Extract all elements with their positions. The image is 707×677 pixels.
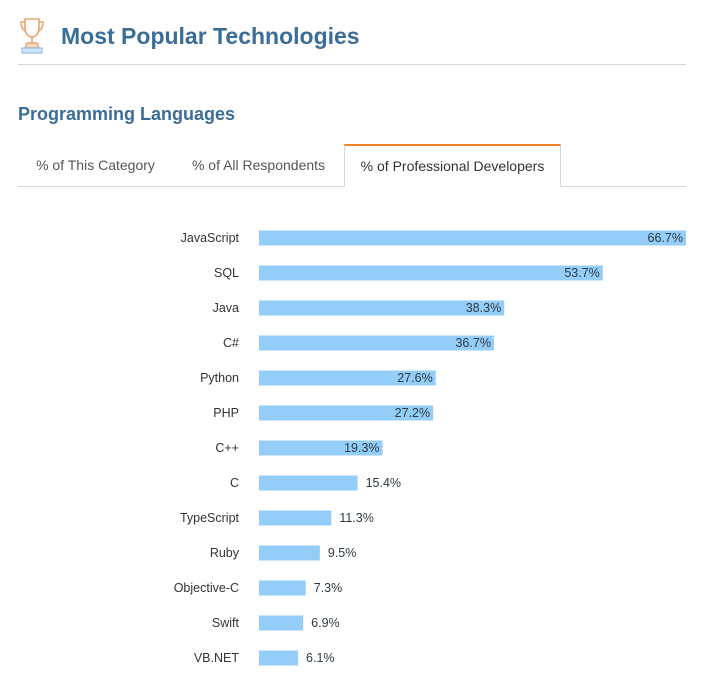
bar-cplusplus — [259, 440, 383, 456]
value-label-c: 15.4% — [366, 476, 401, 490]
bar-chart: JavaScript 66.7% SQL 53.7% Java 38.3% C# 36.7% P… — [0, 210, 707, 677]
category-label-cplusplus: C++ — [215, 441, 239, 455]
category-label-php: PHP — [213, 406, 239, 420]
value-label-cplusplus: 19.3% — [344, 441, 379, 455]
bar-typescript — [259, 510, 332, 526]
value-label-ruby: 9.5% — [328, 546, 357, 560]
value-label-java: 38.3% — [466, 301, 501, 315]
bar-vb-net — [259, 650, 299, 666]
category-label-swift: Swift — [212, 616, 240, 630]
section-title: Programming Languages — [18, 104, 236, 124]
category-label-c: C — [230, 476, 239, 490]
category-label-ruby: Ruby — [210, 546, 240, 560]
category-label-java: Java — [213, 301, 239, 315]
page-title: Most Popular Technologies — [61, 23, 360, 49]
value-label-objective-c: 7.3% — [314, 581, 343, 595]
value-label-sql: 53.7% — [564, 266, 599, 280]
value-label-python: 27.6% — [397, 371, 432, 385]
category-label-objective-c: Objective-C — [174, 581, 239, 595]
tab-professional-developers[interactable]: % of Professional Developers — [344, 144, 561, 187]
category-label-python: Python — [200, 371, 239, 385]
value-label-typescript: 11.3% — [339, 511, 374, 525]
value-label-javascript: 66.7% — [648, 231, 683, 245]
value-label-csharp: 36.7% — [455, 336, 490, 350]
bar-objective-c — [259, 580, 306, 596]
bar-ruby — [259, 545, 320, 561]
category-label-sql: SQL — [214, 266, 239, 280]
trophy-icon — [20, 18, 44, 54]
bar-php — [259, 405, 434, 421]
value-label-php: 27.2% — [395, 406, 430, 420]
page-header: Most Popular Technologies — [18, 14, 686, 65]
bar-python — [259, 370, 436, 386]
value-label-swift: 6.9% — [311, 616, 340, 630]
tab-bar: % of This Category % of All Respondents … — [18, 144, 686, 187]
chart-svg: JavaScript 66.7% SQL 53.7% Java 38.3% C# 36.7% P… — [174, 230, 686, 666]
bar-swift — [259, 615, 304, 631]
bar-java — [259, 300, 505, 316]
bar-javascript — [259, 230, 686, 246]
tab-this-category[interactable]: % of This Category — [36, 157, 155, 173]
category-label-javascript: JavaScript — [181, 231, 240, 245]
category-label-typescript: TypeScript — [180, 511, 240, 525]
bar-sql — [259, 265, 603, 281]
category-label-vb-net: VB.NET — [194, 651, 240, 665]
value-label-vb-net: 6.1% — [306, 651, 335, 665]
bar-csharp — [259, 335, 494, 351]
category-label-csharp: C# — [223, 336, 239, 350]
bar-c — [259, 475, 358, 491]
tab-all-respondents[interactable]: % of All Respondents — [191, 157, 326, 173]
